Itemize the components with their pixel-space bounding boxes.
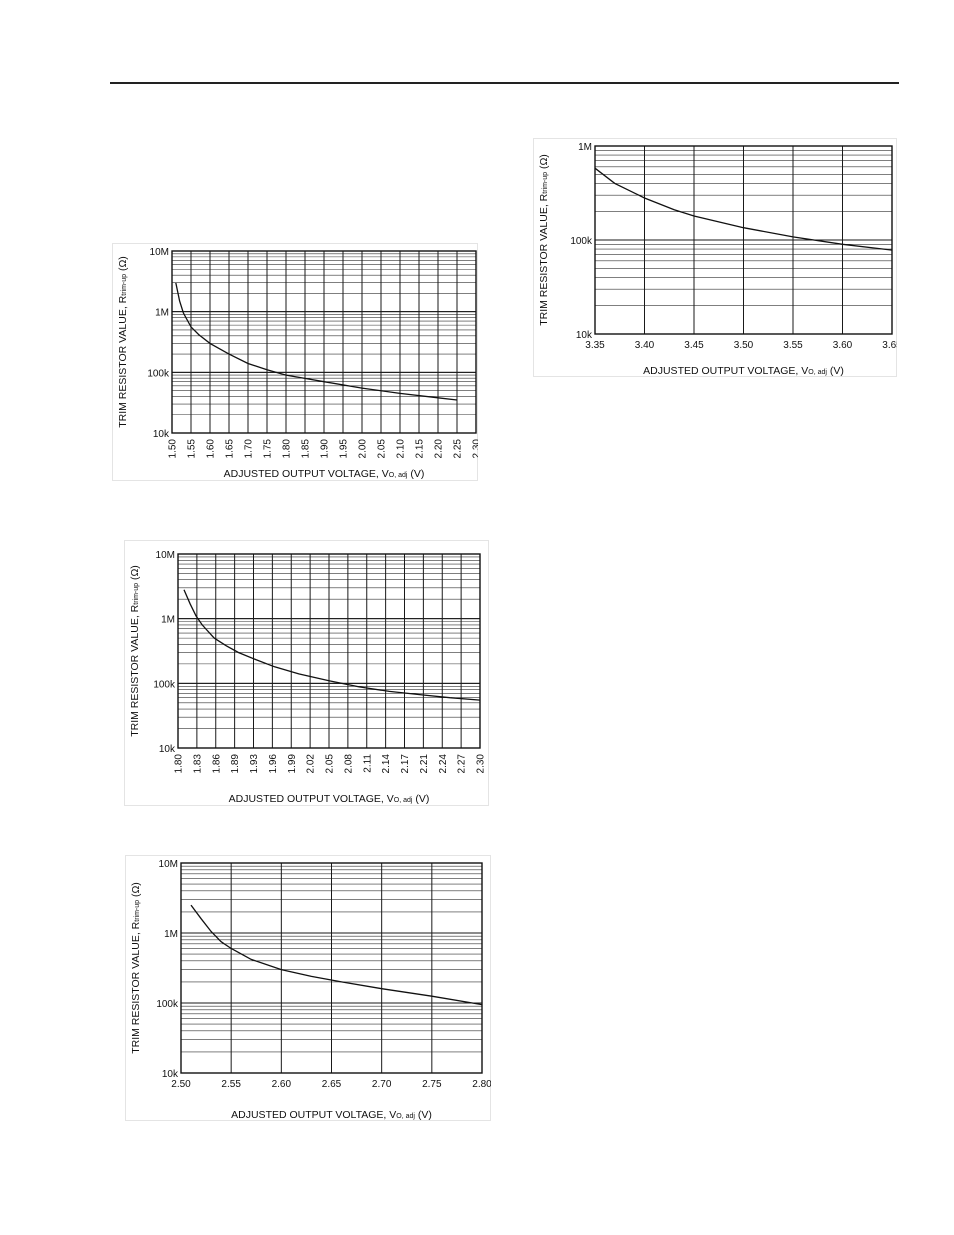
x-tick-label: 2.70 [372,1079,392,1090]
y-tick-label: 10k [162,1069,179,1080]
x-tick-label: 2.25 [453,439,464,459]
x-tick-label: 2.30 [476,754,487,774]
x-tick-label: 2.11 [362,754,373,773]
x-tick-label: 2.02 [306,754,317,774]
header-rule [110,82,899,84]
plot-border [177,553,481,749]
chart-svg: 1.80 1.83 1.86 1.89 1.93 1.96 1.99 2.02 2.05 2.08… [124,540,489,806]
data-curve [594,167,893,251]
grid [180,862,483,1074]
x-tick-label: 3.50 [734,340,754,351]
x-axis-title: ADJUSTED OUTPUT VOLTAGE, VO, adj (V) [643,365,844,377]
x-tick-label: 1.75 [263,439,274,459]
x-tick-label: 2.15 [415,439,426,459]
x-tick-label: 1.50 [168,439,179,459]
data-curve [175,282,458,401]
x-tick-label: 2.20 [434,439,445,459]
x-tick-label: 1.93 [249,754,260,774]
chart-svg: 1.50 1.55 1.60 1.65 1.70 1.75 1.80 1.85 1.90 1.95… [112,243,478,481]
x-tick-label: 2.65 [322,1079,342,1090]
y-tick-label: 1M [164,929,178,940]
chart-trim-resistor-4: 3.35 3.40 3.45 3.50 3.55 3.60 3.65 1M 100k 10k ADJ… [533,138,897,377]
x-axis-title: ADJUSTED OUTPUT VOLTAGE, VO, adj (V) [231,1109,432,1121]
x-tick-label: 1.89 [230,754,241,774]
plot-border [180,862,483,1074]
x-tick-label: 1.90 [320,439,331,459]
x-tick-label: 3.55 [783,340,803,351]
x-tick-label: 3.40 [635,340,655,351]
y-tick-label: 10M [159,859,178,870]
y-tick-label: 10k [153,429,170,440]
chart-trim-resistor-1: 1.50 1.55 1.60 1.65 1.70 1.75 1.80 1.85 1.90 1.95… [112,243,478,481]
plot-border [594,145,893,335]
y-axis-title: TRIM RESISTOR VALUE, Rtrim-up (Ω) [129,565,141,737]
chart-svg: 2.50 2.55 2.60 2.65 2.70 2.75 2.80 10M 1M 100k 10k… [125,855,491,1121]
y-tick-label: 1M [578,142,592,153]
x-tick-label: 1.80 [282,439,293,459]
x-tick-label: 2.10 [396,439,407,459]
x-tick-label: 3.60 [833,340,853,351]
x-tick-label: 2.55 [221,1079,241,1090]
y-axis-title: TRIM RESISTOR VALUE, Rtrim-up (Ω) [130,882,142,1054]
x-tick-label: 2.21 [419,754,430,774]
x-tick-label: 2.75 [422,1079,442,1090]
x-tick-label: 1.85 [301,439,312,459]
y-tick-label: 10M [150,247,169,258]
x-tick-label: 2.08 [343,754,354,774]
chart-trim-resistor-3: 2.50 2.55 2.60 2.65 2.70 2.75 2.80 10M 1M 100k 10k… [125,855,491,1121]
x-tick-label: 3.45 [684,340,704,351]
y-tick-label: 10k [576,330,593,341]
y-tick-label: 10M [156,550,175,561]
y-tick-label: 100k [147,368,170,379]
y-tick-label: 1M [155,308,169,319]
x-tick-label: 1.95 [339,439,350,459]
x-tick-label: 2.05 [377,439,388,459]
x-tick-label: 2.60 [272,1079,292,1090]
x-tick-label: 2.30 [472,439,479,459]
y-tick-label: 100k [570,236,593,247]
data-curve [190,904,483,1006]
x-tick-label: 1.83 [192,754,203,774]
x-tick-label: 2.50 [171,1079,191,1090]
y-axis-title: TRIM RESISTOR VALUE, Rtrim-up (Ω) [117,256,129,428]
y-tick-label: 10k [159,744,176,755]
x-tick-label: 2.14 [381,754,392,774]
data-curve [183,589,481,701]
x-tick-label: 2.24 [438,754,449,774]
x-tick-label: 1.96 [268,754,279,774]
x-tick-label: 1.55 [187,439,198,459]
plot-border [171,250,477,434]
x-tick-label: 1.60 [206,439,217,459]
y-tick-label: 100k [156,999,179,1010]
x-tick-label: 3.35 [585,340,605,351]
y-axis-title: TRIM RESISTOR VALUE, Rtrim-up (Ω) [538,154,550,326]
x-tick-label: 3.65 [882,340,897,351]
x-tick-label: 2.17 [400,754,411,774]
x-axis-title: ADJUSTED OUTPUT VOLTAGE, VO, adj (V) [229,793,430,805]
x-tick-label: 1.99 [287,754,298,774]
x-axis-title: ADJUSTED OUTPUT VOLTAGE, VO, adj (V) [224,468,425,480]
x-tick-label: 1.65 [225,439,236,459]
x-tick-label: 2.27 [457,754,468,774]
chart-svg: 3.35 3.40 3.45 3.50 3.55 3.60 3.65 1M 100k 10k ADJ… [533,138,897,377]
chart-trim-resistor-2: 1.80 1.83 1.86 1.89 1.93 1.96 1.99 2.02 2.05 2.08… [124,540,489,806]
y-tick-label: 1M [161,615,175,626]
y-tick-label: 100k [153,679,176,690]
x-tick-label: 2.00 [358,439,369,459]
x-tick-label: 1.70 [244,439,255,459]
x-tick-label: 1.86 [211,754,222,774]
x-tick-label: 2.05 [325,754,336,774]
x-tick-label: 2.80 [472,1079,491,1090]
grid [594,145,893,335]
x-tick-label: 1.80 [174,754,185,774]
